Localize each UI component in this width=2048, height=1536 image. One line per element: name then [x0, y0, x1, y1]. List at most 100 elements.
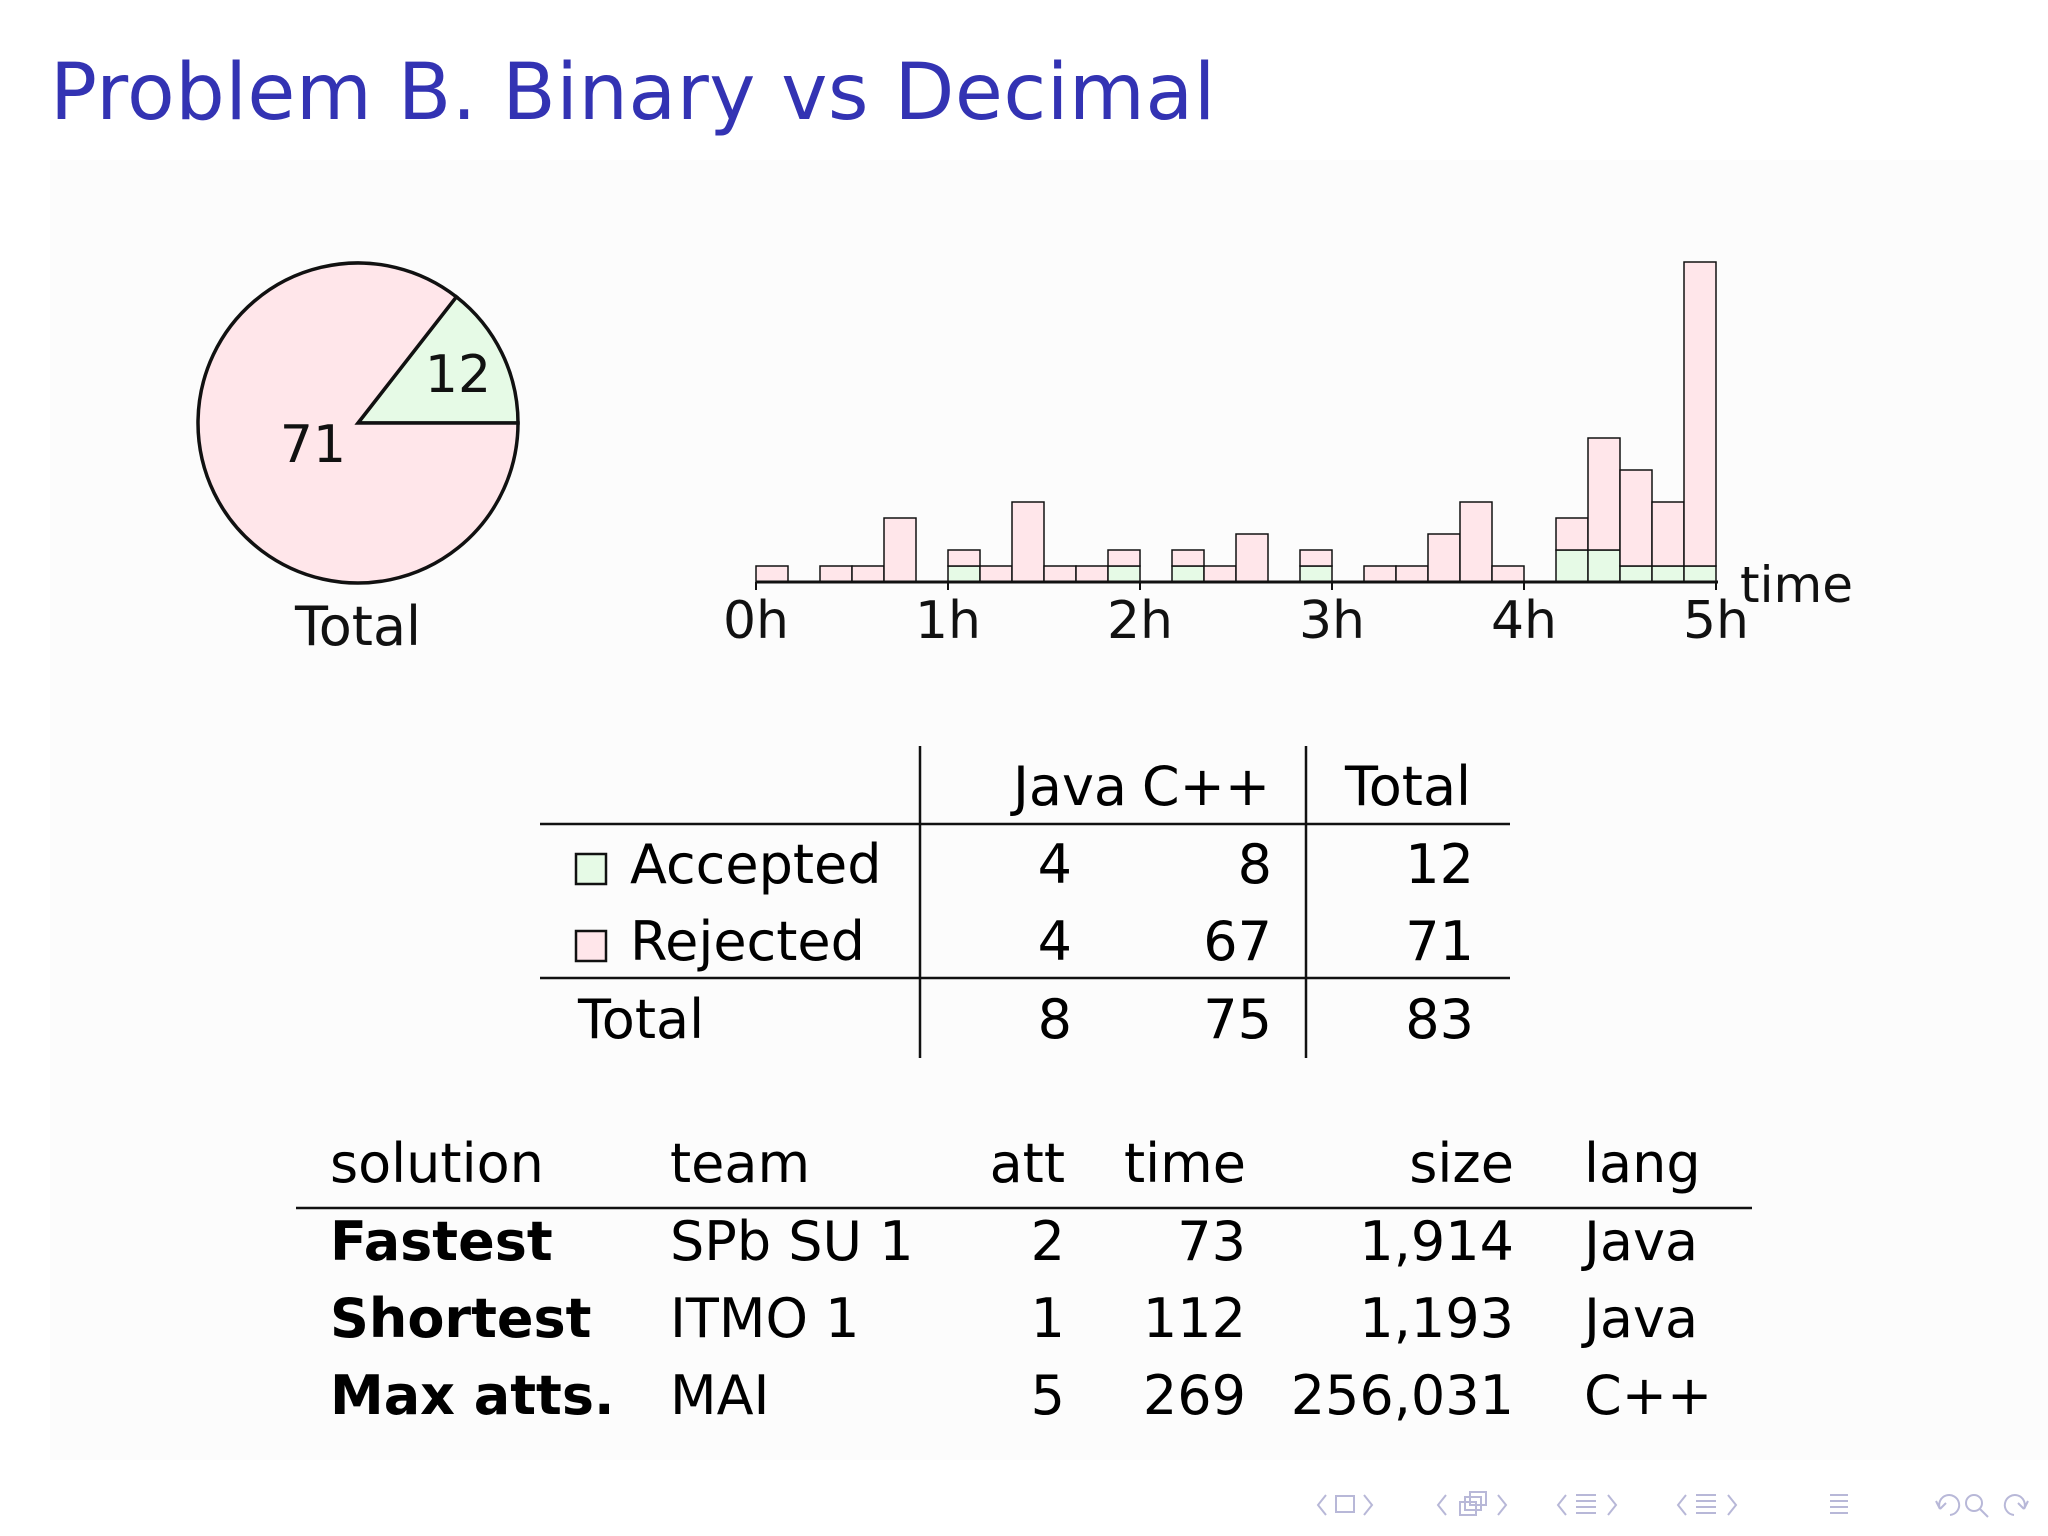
next-section-icon[interactable]: [1607, 1494, 1618, 1516]
histogram-bar-rejected: [1203, 565, 1237, 583]
histogram-bar-rejected: [1427, 533, 1461, 583]
language: Java: [1581, 1287, 1698, 1350]
table-row: Shortest ITMO 1 1 112 1,193 Java: [330, 1287, 1698, 1350]
x-tick-label: 1h: [915, 591, 981, 651]
header-lang: lang: [1584, 1132, 1701, 1195]
solve-time: 269: [1143, 1364, 1246, 1427]
histogram-bar-rejected: [1043, 565, 1077, 583]
histogram-bar-accepted: [1107, 565, 1141, 583]
team-name: ITMO 1: [670, 1287, 860, 1350]
rejected-swatch: [574, 929, 608, 963]
pie-label-rejected: 71: [280, 415, 346, 475]
histogram-bar-rejected: [1171, 549, 1205, 567]
x-tick-label: 4h: [1491, 591, 1557, 651]
team-name: SPb SU 1: [670, 1210, 914, 1273]
x-tick-label: 5h: [1683, 591, 1749, 651]
header-java: Java: [1010, 755, 1127, 818]
histogram-bar-accepted: [1171, 565, 1205, 583]
histogram-bar-rejected: [1459, 501, 1493, 583]
code-size: 1,914: [1359, 1210, 1514, 1273]
pie-chart: 12 71 Total: [196, 261, 520, 658]
solution-name: Shortest: [330, 1287, 591, 1350]
header-total: Total: [1344, 755, 1471, 818]
solve-time: 112: [1143, 1287, 1246, 1350]
slide-navigation: [1316, 1491, 2029, 1518]
row-label-total: Total: [577, 988, 704, 1051]
histogram-bar-rejected: [1011, 501, 1045, 583]
histogram-bar-rejected: [883, 517, 917, 583]
histogram-bar-rejected: [1491, 565, 1525, 583]
next-slide-icon[interactable]: [1727, 1494, 1738, 1516]
attempts: 2: [1031, 1210, 1065, 1273]
header-size: size: [1409, 1132, 1514, 1195]
prev-subsection-icon[interactable]: [1436, 1494, 1447, 1516]
prev-slide-icon[interactable]: [1676, 1494, 1687, 1516]
header-att: att: [990, 1132, 1065, 1195]
histogram-bar-rejected: [851, 565, 885, 583]
histogram-bar-rejected: [1395, 565, 1429, 583]
header-solution: solution: [330, 1132, 544, 1195]
cell-total-total: 83: [1405, 988, 1474, 1051]
histogram-bar-accepted: [1651, 565, 1685, 583]
histogram-bar-rejected: [1235, 533, 1269, 583]
x-axis-label: time: [1740, 556, 1853, 614]
prev-section-icon[interactable]: [1556, 1494, 1567, 1516]
table-row: Fastest SPb SU 1 2 73 1,914 Java: [330, 1210, 1698, 1273]
summary-table: Java C++ Total Accepted 4 8 12 Rejected …: [540, 746, 1510, 1058]
subsection-icon[interactable]: [1459, 1491, 1487, 1516]
pie-slice-rejected: [196, 261, 520, 585]
accepted-swatch: [574, 852, 608, 886]
histogram-bar-rejected: [1587, 437, 1621, 551]
language: C++: [1584, 1364, 1712, 1427]
histogram-bar-rejected: [947, 549, 981, 567]
section-icon[interactable]: [1576, 1494, 1596, 1514]
histogram-bar-accepted: [1587, 549, 1621, 583]
x-tick-label: 2h: [1107, 591, 1173, 651]
pie-slice-accepted: [354, 294, 520, 425]
next-subsection-icon[interactable]: [1497, 1494, 1508, 1516]
cell-accepted-total: 12: [1405, 833, 1474, 896]
prev-frame-icon[interactable]: [1316, 1494, 1327, 1516]
next-frame-icon[interactable]: [1363, 1494, 1374, 1516]
undo-icon[interactable]: [1935, 1494, 1961, 1516]
histogram-bar-rejected: [1363, 565, 1397, 583]
header-cpp: C++: [1142, 755, 1270, 818]
cell-rejected-cpp: 67: [1203, 910, 1272, 973]
cell-accepted-cpp: 8: [1238, 833, 1272, 896]
histogram-bar-rejected: [979, 565, 1013, 583]
cell-rejected-total: 71: [1405, 910, 1474, 973]
table-row: Max atts. MAI 5 269 256,031 C++: [330, 1364, 1712, 1427]
histogram-bar-accepted: [1299, 565, 1333, 583]
histogram-bar-rejected: [819, 565, 853, 583]
histogram-bar-rejected: [1555, 517, 1589, 551]
search-icon[interactable]: [1965, 1494, 1989, 1518]
page-title: Problem B. Binary vs Decimal: [50, 48, 1216, 138]
outline-icon[interactable]: [1830, 1494, 1848, 1514]
slide-icon[interactable]: [1696, 1494, 1716, 1514]
solutions-table: solution team att time size lang Fastest…: [296, 1132, 1752, 1427]
cell-total-cpp: 75: [1203, 988, 1272, 1051]
cell-total-java: 8: [1038, 988, 1072, 1051]
submission-histogram: 0h 1h 2h 3h 4h 5h time: [723, 261, 1853, 651]
header-team: team: [670, 1132, 810, 1195]
row-label-rejected: Rejected: [630, 910, 865, 973]
histogram-bar-rejected: [1299, 549, 1333, 567]
histogram-bar-rejected: [1075, 565, 1109, 583]
redo-icon[interactable]: [2003, 1494, 2029, 1516]
code-size: 1,193: [1359, 1287, 1514, 1350]
histogram-bar-rejected: [1107, 549, 1141, 567]
frame-icon[interactable]: [1335, 1495, 1355, 1513]
histogram-bar-rejected: [1619, 469, 1653, 567]
solution-name: Max atts.: [330, 1364, 615, 1427]
solution-name: Fastest: [330, 1210, 553, 1273]
pie-caption: Total: [294, 595, 421, 658]
cell-rejected-java: 4: [1038, 910, 1072, 973]
header-time: time: [1124, 1132, 1246, 1195]
histogram-bar-accepted: [947, 565, 981, 583]
pie-label-accepted: 12: [425, 345, 491, 405]
histogram-bar-rejected: [1651, 501, 1685, 567]
histogram-bar-rejected: [755, 565, 789, 583]
x-tick-label: 3h: [1299, 591, 1365, 651]
histogram-bar-accepted: [1619, 565, 1653, 583]
solve-time: 73: [1177, 1210, 1246, 1273]
